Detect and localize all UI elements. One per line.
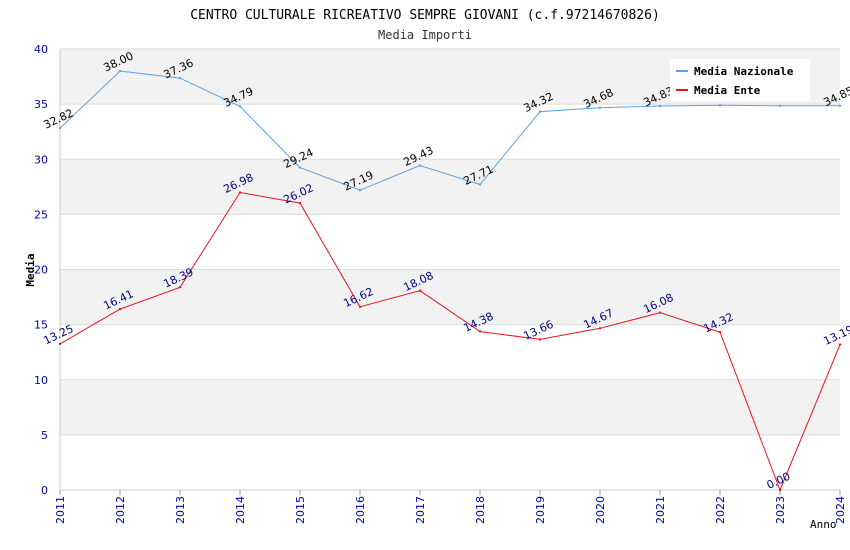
data-point xyxy=(658,311,662,314)
data-point xyxy=(478,183,482,186)
data-point xyxy=(58,126,62,130)
grid-band xyxy=(60,159,840,215)
x-axis-label: Anno xyxy=(810,518,837,531)
grid-band xyxy=(60,379,840,435)
data-point xyxy=(718,330,722,334)
data-point xyxy=(58,342,62,346)
x-tick-label: 2015 xyxy=(294,496,307,524)
data-point xyxy=(718,104,722,107)
data-point xyxy=(298,166,302,169)
y-tick-label: 5 xyxy=(41,429,48,442)
data-point xyxy=(118,307,122,311)
axes: 0 5 10 15 20 25 30 35 40 2011 2012 2013 2014 2015 2016… xyxy=(34,43,847,524)
data-label: 13.19 xyxy=(821,323,850,348)
x-tick-label: 2022 xyxy=(714,496,727,524)
data-point xyxy=(658,104,662,108)
data-point xyxy=(118,69,122,73)
data-point xyxy=(418,289,422,292)
series-line-media-ente xyxy=(59,191,841,492)
grid-band xyxy=(60,269,840,325)
x-tick-label: 2024 xyxy=(834,496,847,524)
x-tick-label: 2013 xyxy=(174,496,187,524)
y-tick-label: 20 xyxy=(34,264,48,277)
data-point xyxy=(358,189,362,192)
y-tick-label: 40 xyxy=(34,43,48,56)
plot-background xyxy=(60,49,840,435)
data-point xyxy=(238,105,242,108)
legend-label: Media Ente xyxy=(694,84,761,97)
data-point xyxy=(478,330,482,333)
x-tick-label: 2018 xyxy=(474,496,487,524)
x-tick-label: 2017 xyxy=(414,496,427,524)
data-point xyxy=(358,305,362,308)
x-tick-label: 2016 xyxy=(354,496,367,524)
chart-subtitle: Media Importi xyxy=(378,28,472,42)
y-tick-label: 35 xyxy=(34,98,48,111)
y-tick-label: 25 xyxy=(34,208,48,221)
data-point xyxy=(238,191,242,194)
x-tick-label: 2023 xyxy=(774,496,787,524)
data-point xyxy=(778,104,782,107)
y-tick-label: 30 xyxy=(34,153,48,166)
data-point xyxy=(178,286,182,289)
data-point xyxy=(418,164,422,167)
y-tick-label: 15 xyxy=(34,319,48,332)
legend-label: Media Nazionale xyxy=(694,65,794,78)
gridlines xyxy=(60,48,840,491)
data-point xyxy=(298,201,302,205)
data-point xyxy=(838,104,842,107)
series-lines xyxy=(58,69,842,492)
data-point xyxy=(778,488,782,492)
x-tick-label: 2019 xyxy=(534,496,547,524)
legend-box xyxy=(670,59,810,101)
x-tick-label: 2012 xyxy=(114,496,127,524)
y-tick-label: 0 xyxy=(41,484,48,497)
data-point xyxy=(598,327,602,330)
x-tick-label: 2014 xyxy=(234,496,247,524)
data-point xyxy=(538,338,542,341)
y-tick-label: 10 xyxy=(34,374,48,387)
chart-title: CENTRO CULTURALE RICREATIVO SEMPRE GIOVA… xyxy=(190,8,660,23)
data-point xyxy=(838,343,842,346)
legend: Media Nazionale Media Ente xyxy=(670,59,810,101)
series-line-media-nazionale xyxy=(59,70,840,191)
x-tick-label: 2011 xyxy=(54,496,67,524)
x-tick-label: 2021 xyxy=(654,496,667,524)
data-label: 0.00 xyxy=(765,470,793,492)
data-point xyxy=(538,110,542,113)
x-tick-label: 2020 xyxy=(594,496,607,524)
y-axis-label: Media xyxy=(24,253,37,286)
data-point xyxy=(178,76,182,80)
data-point xyxy=(598,106,602,109)
